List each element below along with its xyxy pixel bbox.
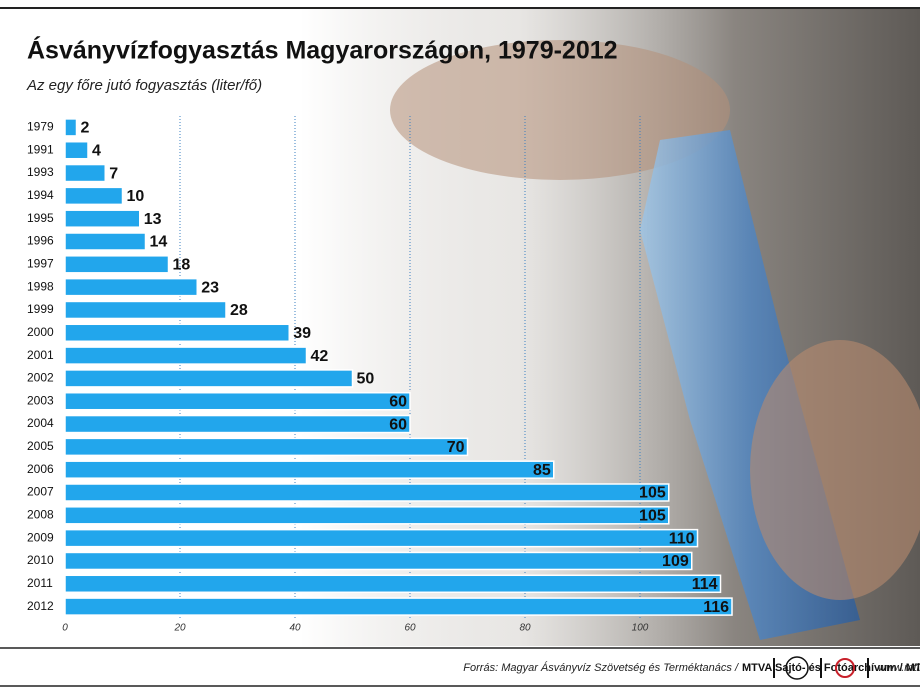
bar (64, 483, 670, 502)
value-label: 70 (447, 439, 465, 456)
value-label: 60 (389, 393, 407, 410)
value-label: 2 (81, 120, 90, 137)
value-label: 13 (144, 211, 162, 228)
logo-mtva (785, 656, 809, 680)
value-label: 18 (173, 257, 191, 274)
bar (64, 460, 555, 479)
value-label: 7 (109, 165, 118, 182)
y-tick-label: 2011 (27, 576, 53, 590)
y-tick-label: 2010 (27, 553, 54, 567)
y-tick-label: 1997 (27, 256, 54, 270)
y-tick-label: 1995 (27, 211, 54, 225)
bar (64, 346, 308, 365)
y-tick-label: 2012 (27, 599, 54, 613)
value-label: 50 (357, 371, 375, 388)
photo-hand (390, 40, 730, 180)
x-tick-label: 60 (404, 623, 416, 634)
value-label: 4 (92, 142, 101, 159)
bar (64, 255, 170, 274)
chart-title: Ásványvízfogyasztás Magyarországon, 1979… (27, 36, 618, 65)
y-tick-label: 2000 (27, 325, 54, 339)
value-label: 23 (201, 279, 219, 296)
bar (64, 369, 354, 388)
bar (64, 118, 78, 137)
bar (64, 323, 290, 343)
y-tick-label: 1999 (27, 302, 54, 316)
bar (64, 140, 89, 160)
bar (64, 528, 699, 548)
logo-mti (835, 658, 855, 678)
bar (64, 574, 722, 594)
value-label: 10 (127, 188, 145, 205)
value-label: 14 (150, 234, 168, 251)
bar (64, 277, 198, 297)
chart-subtitle: Az egy főre jutó fogyasztás (liter/fő) (26, 77, 262, 94)
bar (64, 232, 147, 251)
y-tick-label: 1998 (27, 279, 54, 293)
bar (64, 186, 124, 206)
bar (64, 414, 411, 434)
source: Forrás: Magyar Ásványvíz Szövetség és Te… (463, 661, 739, 674)
y-tick-label: 2008 (27, 507, 54, 521)
y-tick-label: 2002 (27, 371, 54, 385)
bar (64, 300, 227, 320)
bar (64, 163, 106, 183)
y-tick-label: 1994 (27, 188, 54, 202)
value-label: 28 (230, 302, 248, 319)
value-label: 39 (293, 325, 311, 342)
bar (64, 551, 693, 571)
y-tick-label: 1993 (27, 165, 54, 179)
y-tick-label: 1996 (27, 234, 54, 248)
value-label: 60 (389, 416, 407, 433)
y-tick-label: 2007 (27, 485, 54, 499)
y-tick-label: 2005 (27, 439, 54, 453)
y-tick-label: 2004 (27, 416, 54, 430)
value-label: 110 (669, 530, 695, 547)
x-tick-label: 0 (62, 623, 68, 634)
value-label: 109 (662, 553, 689, 570)
value-label: 116 (703, 599, 729, 616)
value-label: 105 (639, 485, 666, 502)
value-label: 114 (692, 576, 718, 593)
x-tick-label: 80 (519, 623, 531, 634)
y-tick-label: 2009 (27, 530, 54, 544)
bar (64, 506, 670, 525)
x-tick-label: 100 (632, 623, 649, 634)
bar (64, 209, 141, 228)
bar (64, 391, 411, 411)
y-tick-label: 2001 (27, 348, 54, 362)
y-tick-label: 2006 (27, 462, 54, 476)
y-tick-label: 1991 (27, 142, 54, 156)
value-label: 42 (311, 348, 329, 365)
x-tick-label: 20 (173, 623, 186, 634)
bar (64, 437, 469, 457)
y-tick-label: 2003 (27, 393, 54, 407)
value-label: 85 (533, 462, 551, 479)
y-tick-label: 1979 (27, 120, 54, 134)
photo-hand (750, 340, 920, 600)
website: www.mti.hu (878, 662, 920, 674)
value-label: 105 (639, 508, 666, 525)
bar (64, 597, 733, 616)
x-tick-label: 40 (289, 623, 301, 634)
